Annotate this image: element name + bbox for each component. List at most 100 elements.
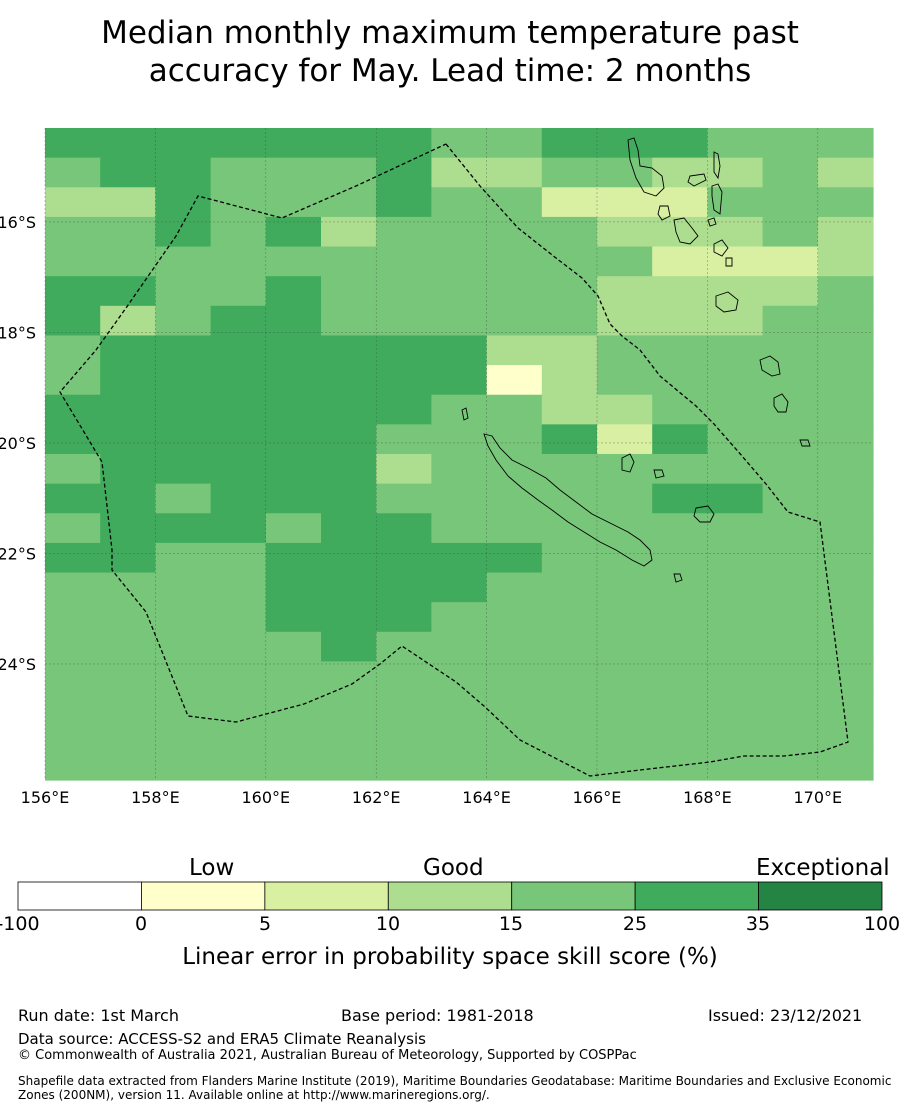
skill-cell — [486, 246, 543, 277]
skill-cell — [486, 513, 543, 544]
skill-cell — [321, 157, 377, 188]
skill-cell — [45, 335, 101, 366]
skill-cell — [817, 216, 874, 248]
espiritu-santo-island — [627, 137, 665, 197]
skill-cell — [652, 572, 708, 603]
colorbar-bin — [141, 881, 266, 911]
skill-cell — [210, 542, 267, 574]
skill-cell — [321, 424, 377, 455]
skill-cell — [597, 750, 653, 781]
skill-cell — [707, 513, 764, 544]
skill-cell — [100, 483, 156, 514]
skill-cell — [155, 246, 212, 277]
skill-cell — [707, 572, 764, 603]
skill-cell — [265, 631, 322, 663]
skill-cell — [541, 602, 598, 633]
vanuatu-islet-4 — [657, 205, 671, 221]
skill-cell — [486, 335, 543, 366]
skill-cell — [265, 602, 322, 633]
colorbar-label: -100 — [0, 913, 40, 935]
shapefile-credit-line-1: Shapefile data extracted from Flanders M… — [18, 1074, 892, 1088]
skill-cell — [265, 483, 322, 514]
skill-cell — [541, 128, 598, 159]
skill-cell — [210, 216, 267, 248]
skill-cell — [817, 394, 874, 425]
legend-category-exceptional: Exceptional — [756, 855, 890, 881]
skill-cell — [652, 691, 708, 722]
base-period: Base period: 1981-2018 — [341, 1006, 534, 1025]
skill-cell — [652, 631, 708, 663]
skill-cell — [652, 157, 708, 188]
skill-cell — [431, 365, 488, 396]
lat-tick-label: 22°S — [0, 544, 36, 563]
skill-cell — [486, 631, 543, 663]
skill-cell — [100, 631, 156, 663]
skill-cell — [817, 720, 874, 751]
colorbar — [17, 881, 883, 911]
skill-cell — [762, 720, 819, 751]
skill-cell — [321, 720, 377, 751]
ouvea-islet — [653, 469, 665, 479]
skill-cell — [210, 602, 267, 633]
skill-cell — [45, 305, 101, 337]
skill-cell — [486, 187, 543, 218]
skill-cell — [376, 276, 432, 307]
skill-cell — [707, 720, 764, 751]
lon-tick-label: 160°E — [241, 788, 290, 807]
skill-cell — [707, 750, 764, 781]
skill-cell — [265, 128, 322, 159]
maritime-boundary — [59, 143, 849, 777]
skill-cell — [210, 631, 267, 663]
skill-cell — [707, 602, 764, 633]
legend-category-good: Good — [423, 855, 484, 881]
skill-cell — [762, 365, 819, 396]
skill-cell — [707, 276, 764, 307]
skill-cell — [817, 424, 874, 455]
skill-cell — [762, 691, 819, 722]
skill-cell — [652, 216, 708, 248]
skill-cell — [707, 365, 764, 396]
skill-cell — [265, 187, 322, 218]
skill-cell — [597, 246, 653, 277]
skill-cell — [321, 750, 377, 781]
skill-cell — [210, 187, 267, 218]
colorbar-label: 25 — [622, 913, 648, 935]
skill-cell — [321, 128, 377, 159]
skill-cell — [431, 424, 488, 455]
skill-cell — [431, 335, 488, 366]
new-caledonia-island — [483, 433, 653, 567]
skill-cell — [762, 157, 819, 188]
lon-tick-label: 170°E — [793, 788, 842, 807]
skill-cell — [431, 720, 488, 751]
skill-cell — [652, 454, 708, 485]
skill-cell — [431, 394, 488, 425]
skill-cell — [597, 513, 653, 544]
skill-cell — [155, 750, 212, 781]
colorbar-bin — [758, 881, 883, 911]
skill-cell — [817, 631, 874, 663]
skill-cell — [486, 128, 543, 159]
lat-tick-label: 16°S — [0, 213, 36, 232]
skill-cell — [541, 335, 598, 366]
skill-cell — [431, 276, 488, 307]
skill-cell — [762, 394, 819, 425]
skill-cell — [762, 216, 819, 248]
skill-cell — [597, 542, 653, 574]
skill-cell — [431, 513, 488, 544]
skill-cell — [321, 631, 377, 663]
skill-cell — [762, 187, 819, 218]
skill-cell — [762, 335, 819, 366]
skill-cell — [376, 513, 432, 544]
vanuatu-islet-5 — [707, 217, 717, 227]
colorbar-title: Linear error in probability space skill … — [182, 944, 718, 970]
skill-cell — [597, 394, 653, 425]
skill-cell — [597, 424, 653, 455]
lon-tick-label: 156°E — [21, 788, 70, 807]
skill-cell — [321, 276, 377, 307]
skill-cell — [45, 365, 101, 396]
skill-cell — [486, 572, 543, 603]
skill-cell — [817, 276, 874, 307]
skill-cell — [210, 454, 267, 485]
skill-cell — [817, 691, 874, 722]
colorbar-label: 35 — [745, 913, 771, 935]
